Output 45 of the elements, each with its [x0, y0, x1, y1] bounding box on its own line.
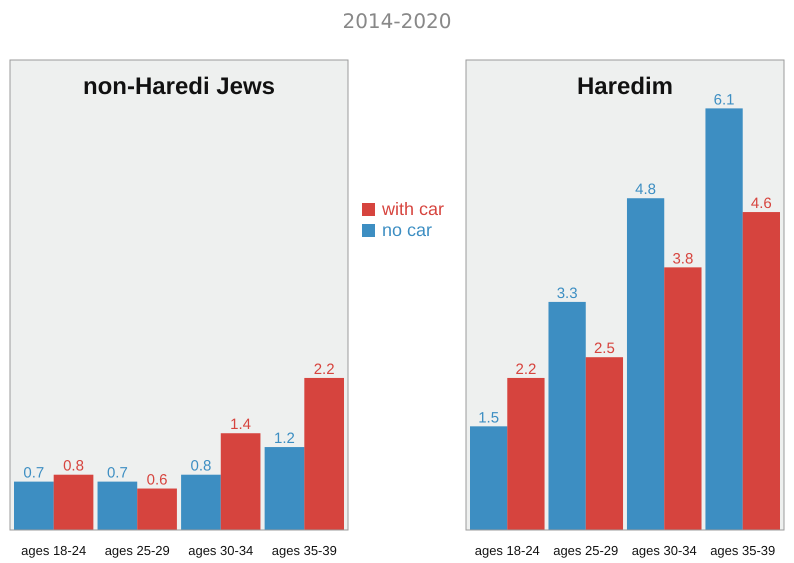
data-label: 4.6: [750, 195, 772, 212]
data-label: 1.5: [478, 409, 500, 426]
bar: [664, 267, 702, 530]
bar: [626, 198, 664, 530]
bar: [304, 378, 344, 530]
data-label: 0.8: [63, 458, 84, 475]
data-label: 1.4: [230, 416, 252, 434]
bar: [507, 378, 545, 530]
text: non-Haredi Jews: [82, 73, 276, 100]
x-tick-label: ages 35-39: [710, 543, 776, 558]
bar: [742, 212, 780, 530]
bar: [181, 474, 221, 530]
x-tick-label: ages 25-29: [104, 543, 170, 558]
bar: [548, 302, 586, 530]
data-label: 1.2: [274, 430, 295, 448]
x-tick-label: ages 18-24: [474, 543, 540, 558]
data-label: 3.3: [556, 284, 578, 302]
data-label: 2.2: [515, 360, 536, 378]
bar: [14, 482, 54, 530]
bar: [586, 357, 624, 530]
data-label: 0.6: [146, 472, 168, 489]
data-label: 0.7: [106, 464, 128, 482]
legend-label: with car: [381, 199, 444, 219]
bar: [137, 488, 177, 530]
bar: [705, 108, 743, 530]
x-tick-label: ages 18-24: [21, 543, 86, 558]
x-tick-label: ages 30-34: [188, 543, 254, 558]
data-label: 3.8: [672, 250, 694, 268]
x-tick-label: ages 30-34: [632, 543, 697, 558]
legend-label: no car: [382, 220, 432, 240]
x-tick-label: ages 35-39: [272, 543, 337, 558]
data-label: 4.8: [635, 181, 656, 198]
bar: [98, 482, 138, 530]
bar: [470, 426, 508, 530]
data-label: 2.2: [314, 360, 335, 378]
data-label: 0.8: [190, 458, 212, 475]
bar: [220, 433, 260, 530]
bar: [54, 474, 94, 530]
x-tick-label: ages 25-29: [553, 543, 618, 558]
bar: [264, 447, 304, 530]
text: 2014-2020: [342, 9, 452, 33]
data-label: 6.1: [714, 91, 735, 108]
data-label: 2.5: [594, 340, 615, 358]
text: Haredim: [576, 73, 674, 100]
data-label: 0.7: [23, 464, 44, 482]
